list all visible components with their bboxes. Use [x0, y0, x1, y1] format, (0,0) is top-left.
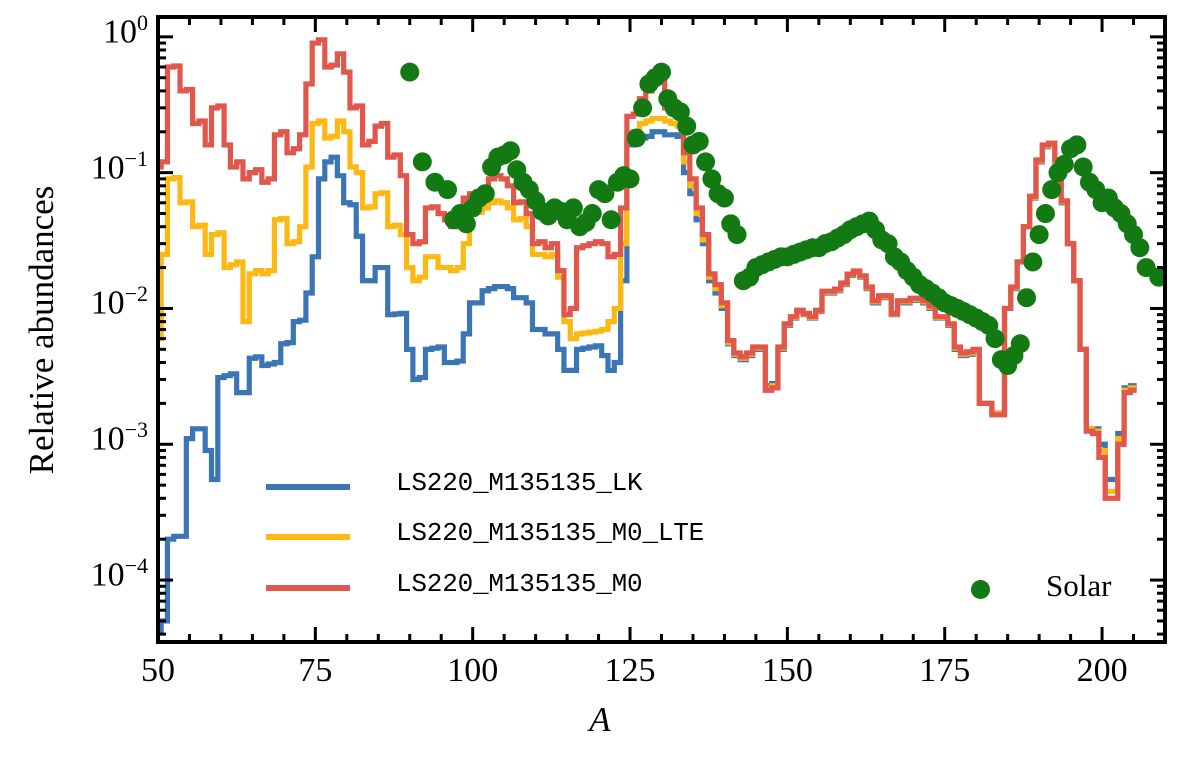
- solar-point: [582, 204, 602, 224]
- solar-point: [670, 102, 690, 122]
- solar-point: [412, 152, 432, 172]
- solar-point: [652, 62, 671, 82]
- solar-point: [1067, 135, 1087, 155]
- axes-frame: [156, 15, 1167, 644]
- solar-point: [400, 62, 420, 82]
- solar-point: [1023, 252, 1043, 272]
- solar-point: [475, 184, 495, 204]
- x-tick-label: 175: [919, 652, 971, 689]
- solar-point: [1130, 238, 1150, 258]
- y-tick-label: 10−2: [90, 281, 148, 322]
- solar-point: [714, 188, 734, 208]
- solar-point: [985, 329, 1005, 349]
- solar-point: [500, 141, 520, 161]
- x-axis-label: A: [589, 700, 611, 739]
- series-line: [158, 37, 1137, 501]
- y-tick-label: 10−1: [90, 145, 148, 186]
- solar-point: [456, 214, 476, 234]
- solar-point: [677, 116, 697, 136]
- data-layer: [158, 37, 1165, 634]
- solar-point: [1054, 154, 1074, 174]
- x-tick-label: 125: [604, 652, 656, 689]
- series-line: [158, 116, 1137, 494]
- y-tick-label: 100: [103, 9, 148, 51]
- series-line: [158, 129, 1137, 634]
- solar-point: [595, 184, 615, 204]
- legend-swatch-line: [266, 585, 350, 591]
- solar-point: [696, 152, 716, 172]
- legend-label: LS220_M135135_M0: [396, 569, 643, 599]
- legend-swatch-marker: [971, 580, 990, 599]
- solar-point: [1010, 334, 1030, 354]
- solar-point: [626, 128, 646, 148]
- ticks: [156, 17, 1167, 642]
- solar-point: [563, 198, 583, 218]
- solar-point: [727, 225, 747, 245]
- solar-point: [1042, 180, 1062, 200]
- solar-point: [1149, 267, 1165, 287]
- solar-point: [1017, 288, 1037, 308]
- solar-point: [1073, 157, 1093, 177]
- y-tick-label: 10−3: [90, 417, 148, 458]
- x-tick-label: 200: [1076, 652, 1128, 689]
- x-tick-label: 50: [141, 652, 175, 689]
- legend-swatch-line: [266, 534, 350, 540]
- solar-point: [702, 169, 722, 189]
- legend-swatch-line: [266, 484, 350, 490]
- solar-point: [1029, 225, 1049, 245]
- legend-label: Solar: [1046, 568, 1112, 603]
- solar-point: [601, 210, 621, 230]
- solar-point: [1035, 204, 1055, 224]
- solar-points: [400, 62, 1165, 376]
- solar-point: [438, 180, 458, 200]
- solar-point: [620, 169, 640, 189]
- x-tick-label: 75: [298, 652, 333, 689]
- y-tick-label: 10−4: [90, 553, 148, 594]
- x-tick-label: 100: [447, 652, 499, 689]
- legend-label: LS220_M135135_LK: [396, 468, 643, 498]
- legend-label: LS220_M135135_M0_LTE: [396, 518, 705, 548]
- solar-point: [633, 98, 653, 118]
- solar-point: [689, 131, 709, 151]
- x-tick-label: 150: [761, 652, 813, 689]
